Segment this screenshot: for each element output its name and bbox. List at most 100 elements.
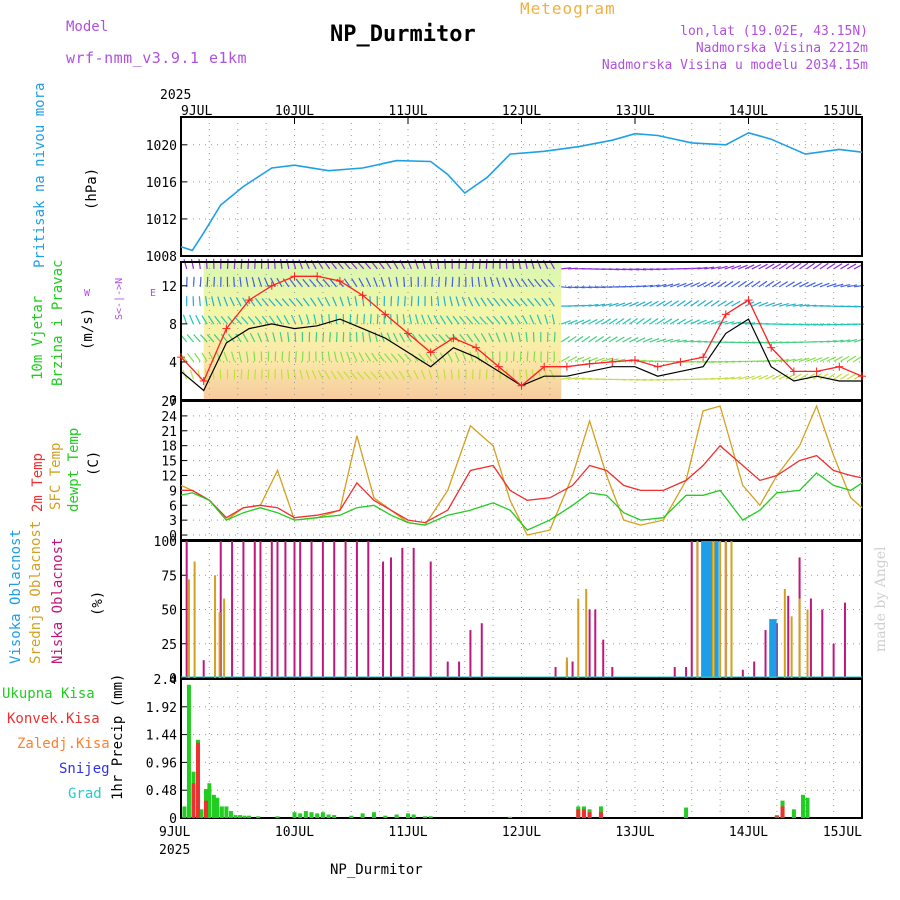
wind-barb xyxy=(299,369,304,380)
wind-barb xyxy=(594,336,604,343)
wind-barb xyxy=(352,351,358,362)
wind-barb xyxy=(567,319,578,325)
wind-barb xyxy=(738,264,748,270)
wind-barb xyxy=(287,332,290,343)
wind-barb xyxy=(251,277,256,287)
wind-barb xyxy=(305,314,310,325)
wind-barb xyxy=(298,314,304,325)
wind-barb xyxy=(461,351,467,362)
wind-barb xyxy=(622,301,633,307)
precip-bar xyxy=(309,812,314,818)
wind-barb xyxy=(792,373,802,380)
wind-barb xyxy=(398,370,406,380)
wind-barb xyxy=(329,278,337,288)
wind-barb xyxy=(227,333,235,343)
wind-barb xyxy=(819,323,831,326)
wind-barb xyxy=(724,321,735,325)
cloud-bar xyxy=(187,579,190,678)
cloud-bar xyxy=(798,598,801,678)
wind-barb xyxy=(744,280,754,288)
wind-barb xyxy=(292,259,297,270)
x-year-top: 2025 xyxy=(160,88,191,103)
meteogram-title: Meteogram xyxy=(520,0,616,18)
wind-barb xyxy=(642,378,653,381)
wind-barb xyxy=(317,370,324,380)
cloud-bar xyxy=(594,609,597,678)
cloud-bar xyxy=(719,541,722,678)
wind-barb xyxy=(765,280,775,288)
wind-barb xyxy=(833,283,844,288)
wind-barb xyxy=(608,336,618,343)
cloud-bar xyxy=(714,541,719,678)
wind-barb xyxy=(432,352,440,362)
wind-barb xyxy=(488,332,494,343)
precip-bar xyxy=(228,811,233,818)
wind-barb xyxy=(531,369,535,380)
wind-barb xyxy=(489,277,494,287)
wind-barb xyxy=(656,338,667,343)
wind-barb xyxy=(690,319,700,325)
wind-barb xyxy=(785,358,796,362)
cloud-bar xyxy=(713,541,716,678)
wind-barb xyxy=(483,276,487,287)
wind-barb xyxy=(444,276,447,287)
precip-bar xyxy=(233,815,238,818)
wind-barb xyxy=(560,355,571,362)
y-tick-label: 75 xyxy=(161,569,177,584)
wind-barb xyxy=(257,332,263,343)
wind-barb xyxy=(431,334,440,343)
wind-barb xyxy=(819,373,829,380)
wind-barb xyxy=(690,267,701,270)
wind-barb xyxy=(247,258,250,269)
wind-barb xyxy=(717,377,728,380)
wind-barb xyxy=(847,284,858,288)
wind-barb xyxy=(486,297,494,307)
wind-barb xyxy=(433,314,440,325)
precip-bar xyxy=(684,807,689,818)
wind-barb xyxy=(731,300,741,307)
cloud-bar xyxy=(333,541,336,678)
wind-barb xyxy=(636,285,647,288)
wind-barb xyxy=(567,335,577,343)
wind-barb xyxy=(717,320,728,325)
wind-barb xyxy=(214,315,222,325)
wind-barb xyxy=(629,301,639,307)
wind-barb xyxy=(731,376,742,380)
wind-barb xyxy=(765,374,775,380)
cloud-bar xyxy=(588,609,591,678)
wind-barb xyxy=(799,357,810,362)
wind-barb xyxy=(622,268,633,271)
x-tick-label-top: 11JUL xyxy=(388,104,427,119)
wind-barb xyxy=(595,303,606,307)
y-tick-label: 9 xyxy=(169,484,177,499)
wind-barb xyxy=(724,280,734,288)
x-tick-label-bottom: 14JUL xyxy=(729,825,768,840)
wind-barb xyxy=(690,300,700,307)
wind-barb xyxy=(846,373,857,380)
x-tick-label-top: 14JUL xyxy=(729,104,768,119)
precip-bar xyxy=(805,797,810,818)
cloud-bar xyxy=(412,547,415,678)
wind-barb xyxy=(574,286,585,289)
precip-bar xyxy=(191,783,196,818)
wind-barb xyxy=(792,281,802,288)
wind-barb xyxy=(649,337,660,343)
precip-bar xyxy=(196,742,201,818)
wind-barb xyxy=(772,341,783,344)
wind-barb xyxy=(380,277,385,288)
x-tick-label-bottom: 11JUL xyxy=(388,825,427,840)
wind-barb xyxy=(628,317,638,325)
wind-barb xyxy=(240,258,243,269)
wind-barb xyxy=(785,262,795,270)
wind-barb xyxy=(479,316,487,325)
precip-bar xyxy=(224,806,229,818)
wind-barb xyxy=(772,359,783,362)
wind-barb xyxy=(466,333,474,343)
wind-barb xyxy=(833,373,843,380)
wind-barb xyxy=(220,315,229,325)
wind-barb xyxy=(812,282,823,288)
y-tick-label: 15 xyxy=(161,455,177,470)
precip-bar xyxy=(428,816,433,818)
precip-bar xyxy=(211,794,216,818)
wind-barb xyxy=(561,267,572,270)
